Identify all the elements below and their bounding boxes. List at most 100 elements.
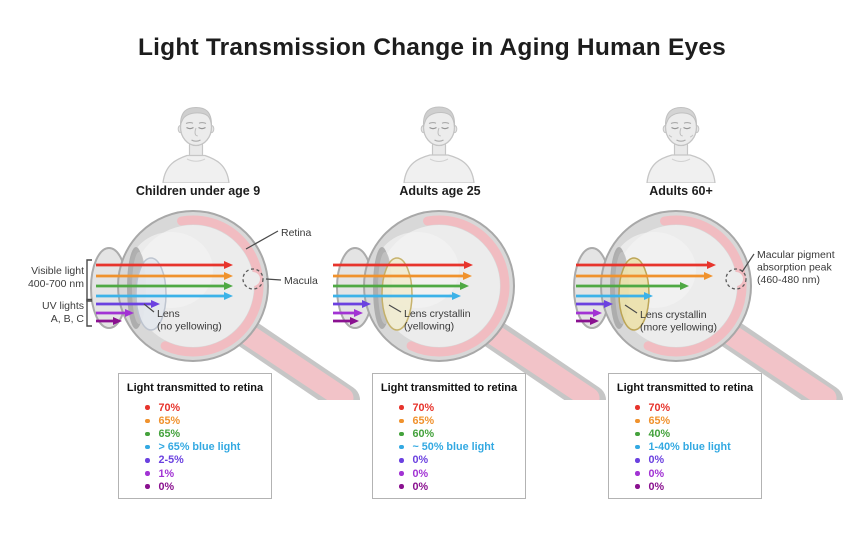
legend-color-dot (635, 458, 640, 463)
annotation-text: Retina (281, 227, 312, 239)
legend-value: 0% (412, 480, 429, 493)
adults-25-arrow-uv-a (333, 300, 371, 308)
adults-25-arrow-orange-light (333, 272, 472, 280)
ray-arrowhead (590, 317, 599, 325)
child-bust-drawing (162, 106, 230, 184)
legend-value: 60% (412, 427, 435, 440)
legend-value: 70% (412, 401, 435, 414)
child-head-illustration (151, 103, 241, 184)
eye-diagrams-canvas: Retina Macula Lens(no yellowing) Visible li… (28, 210, 843, 400)
adults-60-arrow-uv-a (576, 300, 613, 308)
ray-arrowhead (644, 292, 653, 300)
macula-circle (242, 268, 264, 290)
children-under-9-arrow-uv-b (96, 309, 134, 317)
ray-arrowhead (593, 309, 602, 317)
annotation-leader-line (245, 230, 279, 250)
annotation-text: (more yellowing) (640, 322, 717, 334)
adults-25-lens-label: Lens crystallin(yellowing) (388, 304, 471, 333)
legend-item: 0% (635, 454, 761, 467)
retina-layer (406, 215, 510, 357)
annotation-text: Lens (157, 308, 180, 320)
legend-color-dot (399, 484, 404, 489)
ray-arrowhead (707, 261, 716, 269)
adult-60-bust-drawing (646, 106, 716, 184)
legend-box-adults-60: Light transmitted to retina 70% 65% 40% 1-4… (608, 373, 762, 499)
annotation-leader-line (388, 304, 402, 313)
legend-color-dot (145, 458, 150, 463)
adults-60-arrow-green-light (576, 282, 689, 290)
panel-title-adults-25: Adults age 25 (399, 184, 481, 198)
legend-value: 0% (412, 467, 429, 480)
legend-item: 65% (145, 414, 271, 427)
annotation-text: Lens crystallin (640, 309, 707, 321)
children-under-9-lens-label: Lens(no yellowing) (143, 303, 222, 333)
ray-arrowhead (680, 282, 689, 290)
children-under-9-arrow-blue-light (96, 292, 233, 300)
legend-color-dot (635, 431, 640, 437)
ray-arrowhead (362, 300, 371, 308)
legend-color-dot (145, 405, 150, 410)
ray-arrowhead (224, 261, 233, 269)
legend-item: 65% (399, 414, 525, 427)
adult-25-bust-drawing (403, 106, 475, 184)
legend-item: 65% (635, 414, 761, 427)
legend-color-dot (145, 431, 150, 437)
legend-value: 65% (158, 427, 181, 440)
panel-children-under-9-eye: Retina Macula Lens(no yellowing) Visible li… (28, 210, 360, 400)
ray-arrowhead (354, 309, 363, 317)
annotation-text: (460-480 nm) (757, 274, 820, 286)
legend-item: 0% (399, 480, 525, 493)
adults-60-arrow-orange-light (576, 272, 713, 280)
legend-value: 40% (648, 427, 671, 440)
legend-value: 0% (412, 454, 429, 467)
legend-color-dot (399, 458, 404, 463)
legend-item: 0% (399, 467, 525, 480)
legend-value: 65% (412, 414, 435, 427)
visible-light-label: Visible light (31, 265, 84, 277)
ray-arrowhead (113, 317, 122, 325)
adults-25-arrow-blue-light (333, 292, 461, 300)
annotation-leader-line (265, 278, 282, 281)
legend-list: 70% 65% 40% 1-40% blue light 0% 0% 0% (609, 401, 761, 493)
optic-nerve (470, 315, 600, 400)
adults-25-arrow-uv-b (333, 309, 363, 317)
adult-25-head-illustration (394, 103, 484, 184)
panel-title-children: Children under age 9 (135, 184, 261, 198)
legend-color-dot (399, 431, 404, 437)
macula-notch (246, 272, 260, 286)
visible-light-label: 400-700 nm (28, 278, 84, 290)
annotation-text: Lens crystallin (404, 308, 471, 320)
legend-item: 40% (635, 427, 761, 440)
children-under-9-arrow-red-light (96, 261, 233, 269)
legend-title: Light transmitted to retina (126, 382, 264, 394)
children-under-9-macula-label: Macula (265, 275, 318, 287)
legend-box-children: Light transmitted to retina 70% 65% 65% > 6… (118, 373, 272, 499)
legend-color-dot (399, 418, 404, 424)
legend-item: 0% (635, 480, 761, 493)
optic-nerve (224, 315, 354, 400)
ray-arrowhead (224, 292, 233, 300)
legend-item: 65% (145, 427, 271, 440)
panel-adults-25-eye: Lens crystallin(yellowing) (333, 210, 606, 400)
legend-color-dot (635, 444, 640, 450)
annotation-leader-line (741, 253, 755, 273)
legend-title: Light transmitted to retina (380, 382, 518, 394)
optic-nerve (707, 315, 837, 400)
macula-notch (729, 272, 743, 286)
ray-arrowhead (464, 261, 473, 269)
legend-color-dot (145, 418, 150, 424)
legend-item: 70% (145, 401, 271, 414)
ray-arrowhead (125, 309, 134, 317)
legend-value: 0% (158, 480, 175, 493)
annotation-text: (no yellowing) (157, 321, 222, 333)
ray-arrowhead (604, 300, 613, 308)
uv-lights-label: A, B, C (51, 313, 85, 325)
legend-color-dot (399, 471, 404, 476)
legend-color-dot (399, 444, 404, 450)
legend-item: 2-5% (145, 454, 271, 467)
annotation-text: (yellowing) (404, 321, 454, 333)
